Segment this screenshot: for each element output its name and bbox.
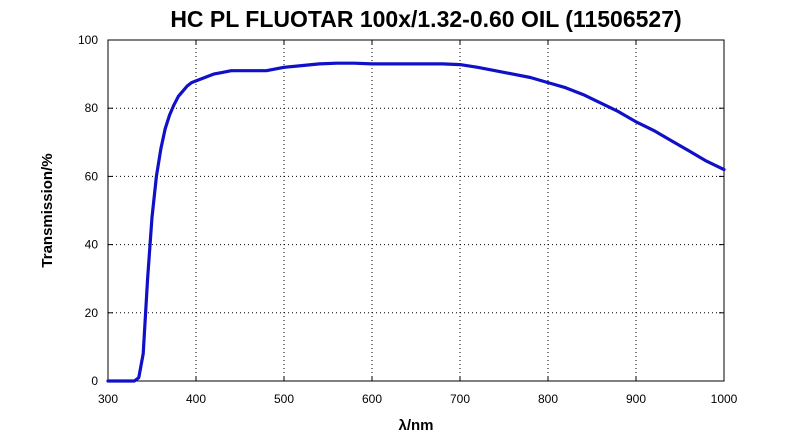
x-tick-label: 500 — [274, 392, 294, 406]
y-tick-label: 20 — [85, 306, 99, 320]
y-tick-label: 40 — [85, 238, 99, 252]
y-tick-label: 0 — [91, 374, 98, 388]
x-tick-label: 800 — [538, 392, 558, 406]
x-tick-label: 700 — [450, 392, 470, 406]
grid-layer — [108, 40, 724, 381]
plot-frame — [107, 39, 725, 382]
x-tick-label: 600 — [362, 392, 382, 406]
x-tick-label: 900 — [626, 392, 646, 406]
y-tick-label: 100 — [78, 33, 98, 47]
y-axis-label: Transmission/% — [39, 153, 56, 267]
ticks-layer: 300 400 500 600 700 800 900 1000 0 20 40 60 80 100 — [78, 33, 738, 406]
y-tick-label: 80 — [85, 101, 99, 115]
y-tick-label: 60 — [85, 169, 99, 183]
transmission-series-line — [106, 61, 726, 383]
chart-title: HC PL FLUOTAR 100x/1.32-0.60 OIL (115065… — [170, 6, 681, 32]
x-tick-label: 400 — [186, 392, 206, 406]
x-tick-label: 1000 — [711, 392, 738, 406]
series-layer — [106, 61, 726, 383]
x-tick-label: 300 — [98, 392, 118, 406]
x-axis-label: λ/nm — [398, 417, 433, 434]
